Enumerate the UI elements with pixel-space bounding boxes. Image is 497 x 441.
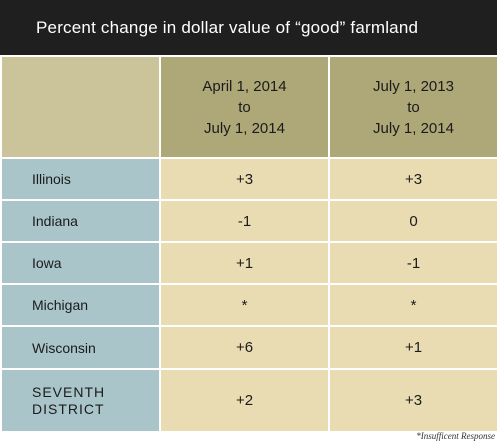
row-label: Iowa	[0, 241, 161, 285]
value-cell: +3	[328, 368, 497, 433]
value-cell: -1	[159, 199, 330, 243]
row-label: Indiana	[0, 199, 161, 243]
column-header: April 1, 2014 to July 1, 2014	[159, 55, 330, 159]
table-row: SEVENTH DISTRICT +2 +3	[0, 368, 497, 433]
row-label: Illinois	[0, 157, 161, 201]
row-label: Wisconsin	[0, 325, 161, 370]
value-cell: +1	[159, 241, 330, 285]
value-cell: *	[328, 283, 497, 327]
value-cell: +3	[328, 157, 497, 201]
table-row: Iowa +1 -1	[0, 241, 497, 285]
table-row: Michigan * *	[0, 283, 497, 327]
value-cell: +3	[159, 157, 330, 201]
header-blank-cell	[0, 55, 161, 159]
farmland-value-table: April 1, 2014 to July 1, 2014 July 1, 20…	[0, 55, 497, 433]
table-row: Wisconsin +6 +1	[0, 325, 497, 370]
value-cell: +1	[328, 325, 497, 370]
table-row: Indiana -1 0	[0, 199, 497, 243]
header-row: April 1, 2014 to July 1, 2014 July 1, 20…	[0, 55, 497, 159]
table-title: Percent change in dollar value of “good”…	[0, 0, 497, 55]
value-cell: *	[159, 283, 330, 327]
row-label: Michigan	[0, 283, 161, 327]
value-cell: +6	[159, 325, 330, 370]
value-cell: +2	[159, 368, 330, 433]
column-header: July 1, 2013 to July 1, 2014	[328, 55, 497, 159]
value-cell: 0	[328, 199, 497, 243]
footnote: *Insufficent Response	[416, 431, 495, 441]
value-cell: -1	[328, 241, 497, 285]
row-label: SEVENTH DISTRICT	[0, 368, 161, 433]
table-row: Illinois +3 +3	[0, 157, 497, 201]
